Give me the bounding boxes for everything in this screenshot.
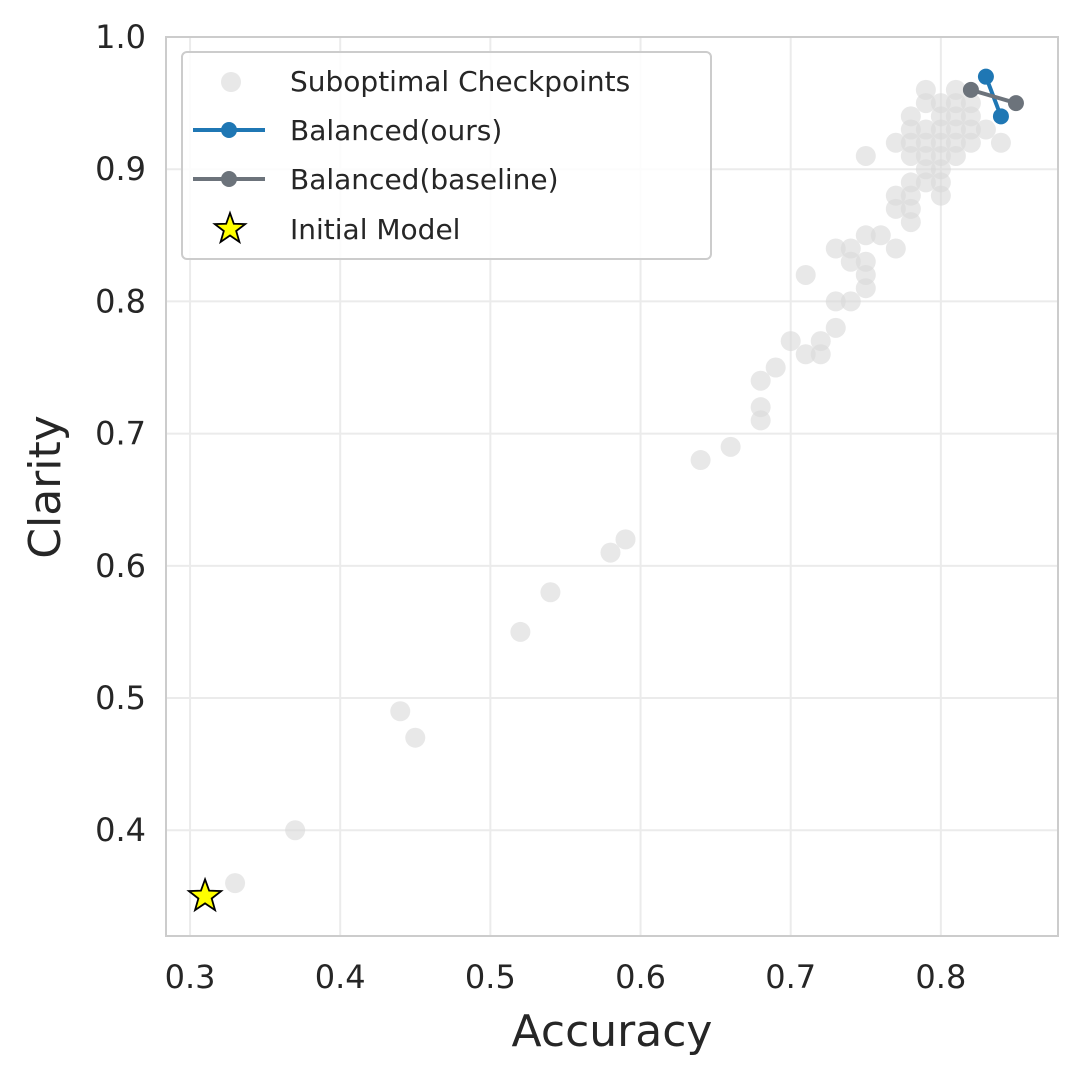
initial-model-star: [186, 876, 224, 913]
suboptimal-checkpoint-point: [870, 225, 891, 246]
legend-label-suboptimal: Suboptimal Checkpoints: [290, 65, 630, 98]
balanced-ours-point: [992, 108, 1009, 125]
suboptimal-checkpoint-point: [930, 93, 951, 114]
y-tick-label: 0.8: [95, 282, 146, 320]
y-tick-label: 0.7: [95, 415, 146, 453]
suboptimal-checkpoint-point: [975, 119, 996, 140]
x-tick-label: 0.6: [615, 958, 666, 996]
legend-marker-baseline: [221, 171, 237, 187]
suboptimal-checkpoint-point: [900, 106, 921, 127]
suboptimal-checkpoint-point: [825, 317, 846, 338]
x-axis-title: Accuracy: [512, 1006, 713, 1057]
suboptimal-checkpoint-point: [885, 132, 906, 153]
suboptimal-checkpoint-point: [510, 621, 531, 642]
legend-frame: [181, 51, 712, 260]
plot-frame: [165, 36, 1059, 937]
suboptimal-checkpoint-point: [795, 344, 816, 365]
suboptimal-checkpoint-point: [780, 331, 801, 352]
suboptimal-checkpoint-point: [225, 873, 246, 894]
suboptimal-checkpoint-point: [885, 238, 906, 259]
x-tick-label: 0.4: [315, 958, 366, 996]
legend-marker-suboptimal: [221, 72, 241, 92]
suboptimal-checkpoint-point: [840, 291, 861, 312]
suboptimal-checkpoint-point: [390, 701, 411, 722]
suboptimal-checkpoint-point: [915, 119, 936, 140]
legend-marker-ours: [221, 122, 237, 138]
suboptimal-checkpoint-point: [840, 238, 861, 259]
y-tick-label: 1.0: [95, 18, 146, 56]
suboptimal-checkpoint-point: [285, 820, 306, 841]
balanced-baseline-point: [962, 81, 979, 98]
legend-label-initial: Initial Model: [290, 213, 460, 246]
data-layer: [186, 68, 1024, 913]
suboptimal-checkpoint-point: [855, 225, 876, 246]
suboptimal-checkpoint-point: [855, 251, 876, 272]
suboptimal-checkpoint-point: [810, 331, 831, 352]
x-tick-label: 0.7: [765, 958, 816, 996]
suboptimal-checkpoint-point: [540, 582, 561, 603]
y-tick-label: 0.4: [95, 811, 146, 849]
suboptimal-checkpoint-point: [915, 79, 936, 100]
legend-marker-initial-model-star-icon: [212, 210, 248, 245]
legend-label-ours: Balanced(ours): [290, 114, 502, 147]
y-tick-label: 0.5: [95, 679, 146, 717]
legend: Suboptimal Checkpoints Balanced(ours) Ba…: [181, 51, 712, 260]
tick-labels: 0.3 0.4 0.5 0.6 0.7 0.8 0.4 0.5 0.6 0.7 0.8 0.9 1.0: [95, 18, 966, 996]
suboptimal-checkpoint-point: [600, 542, 621, 563]
y-tick-label: 0.6: [95, 547, 146, 585]
suboptimal-checkpoint-point: [855, 145, 876, 166]
suboptimal-checkpoint-point: [945, 79, 966, 100]
suboptimal-checkpoint-point: [900, 172, 921, 193]
suboptimal-checkpoint-point: [885, 185, 906, 206]
suboptimal-checkpoint-point: [825, 238, 846, 259]
y-axis-title: Clarity: [20, 415, 71, 559]
balanced-ours-point: [977, 68, 994, 85]
suboptimal-checkpoint-point: [690, 450, 711, 471]
suboptimal-checkpoint-point: [750, 397, 771, 418]
suboptimal-checkpoint-point: [960, 93, 981, 114]
suboptimal-checkpoint-point: [765, 357, 786, 378]
x-tick-label: 0.8: [915, 958, 966, 996]
balanced-baseline-point: [1007, 95, 1024, 112]
suboptimal-checkpoint-point: [795, 264, 816, 285]
suboptimal-checkpoint-point: [750, 370, 771, 391]
legend-label-baseline: Balanced(baseline): [290, 163, 559, 196]
suboptimal-checkpoint-point: [990, 132, 1011, 153]
x-tick-label: 0.5: [465, 958, 516, 996]
y-tick-label: 0.9: [95, 150, 146, 188]
suboptimal-checkpoint-point: [720, 436, 741, 457]
suboptimal-checkpoint-point: [615, 529, 636, 550]
x-tick-label: 0.3: [165, 958, 216, 996]
suboptimal-checkpoint-point: [825, 291, 846, 312]
suboptimal-checkpoint-point: [405, 727, 426, 748]
